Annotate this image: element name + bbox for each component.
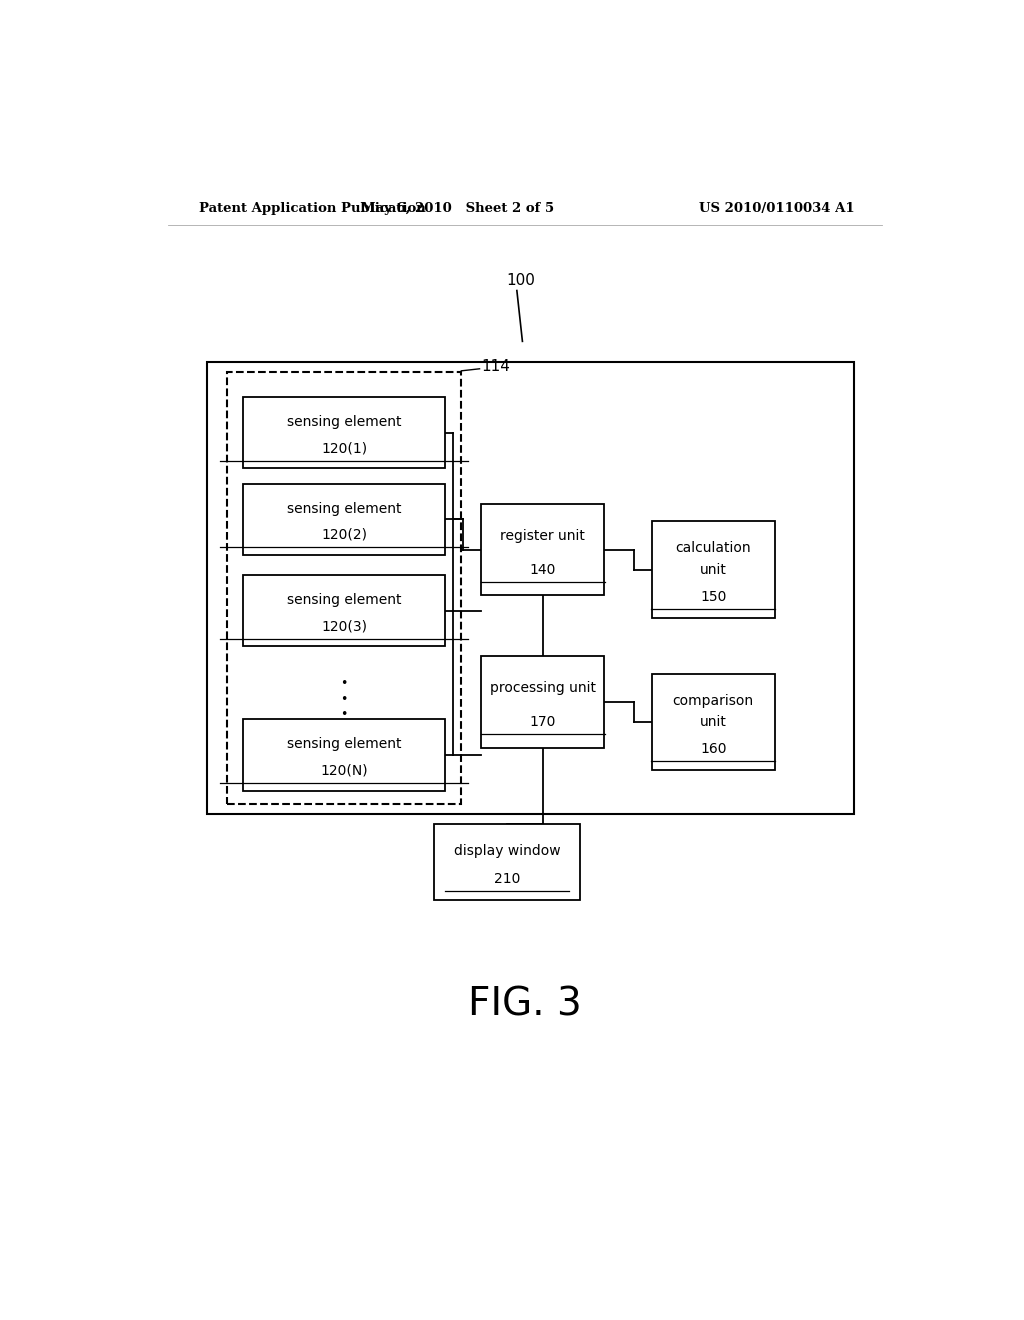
Text: 210: 210 xyxy=(494,873,520,886)
Text: •: • xyxy=(340,693,347,706)
Text: comparison: comparison xyxy=(673,694,754,708)
Bar xyxy=(481,504,604,595)
Text: •: • xyxy=(340,677,347,690)
Text: sensing element: sensing element xyxy=(287,416,401,429)
Bar xyxy=(652,673,775,771)
Text: sensing element: sensing element xyxy=(287,738,401,751)
Bar xyxy=(243,576,445,647)
Text: sensing element: sensing element xyxy=(287,502,401,516)
Text: FIG. 3: FIG. 3 xyxy=(468,985,582,1023)
Bar xyxy=(652,521,775,618)
Text: 120(2): 120(2) xyxy=(322,528,368,543)
Text: •: • xyxy=(340,708,347,721)
Text: processing unit: processing unit xyxy=(489,681,596,696)
Text: 120(N): 120(N) xyxy=(321,764,368,777)
Bar xyxy=(207,362,854,814)
Text: calculation: calculation xyxy=(676,541,751,556)
Text: unit: unit xyxy=(699,715,727,729)
Bar xyxy=(433,824,581,900)
Text: register unit: register unit xyxy=(500,529,585,543)
Bar xyxy=(243,719,445,791)
Text: sensing element: sensing element xyxy=(287,593,401,607)
Text: 120(3): 120(3) xyxy=(322,619,368,634)
Text: 114: 114 xyxy=(481,359,510,375)
Bar xyxy=(481,656,604,748)
Text: 100: 100 xyxy=(507,273,536,289)
Text: display window: display window xyxy=(454,843,560,858)
Bar xyxy=(243,397,445,469)
Text: 150: 150 xyxy=(700,590,726,603)
Bar xyxy=(227,372,461,804)
Text: 160: 160 xyxy=(700,742,727,756)
Text: 120(1): 120(1) xyxy=(322,441,368,455)
Bar xyxy=(243,483,445,554)
Text: Patent Application Publication: Patent Application Publication xyxy=(200,202,426,215)
Text: 170: 170 xyxy=(529,715,556,729)
Text: 140: 140 xyxy=(529,562,556,577)
Text: unit: unit xyxy=(699,562,727,577)
Text: May 6, 2010   Sheet 2 of 5: May 6, 2010 Sheet 2 of 5 xyxy=(360,202,554,215)
Text: US 2010/0110034 A1: US 2010/0110034 A1 xyxy=(698,202,854,215)
